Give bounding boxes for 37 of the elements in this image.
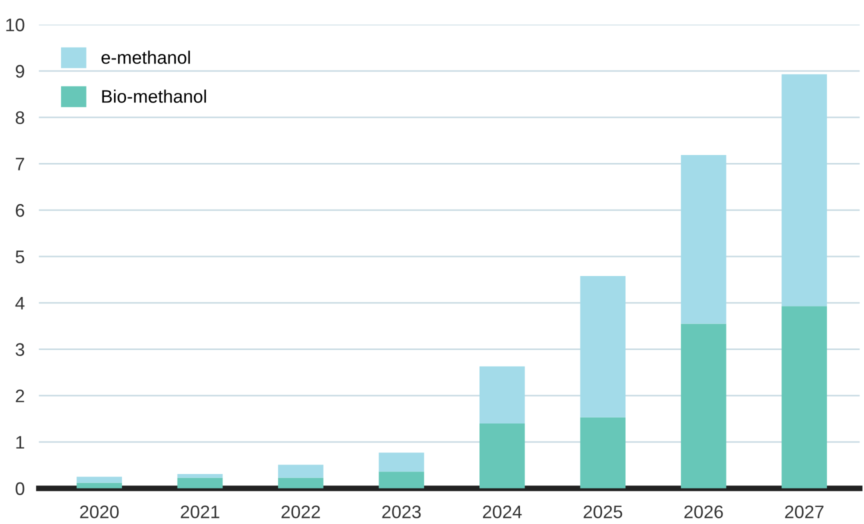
legend-label: e-methanol (102, 50, 190, 64)
bar (378, 472, 424, 488)
x-tick-label: 2020 (80, 506, 119, 518)
x-tick-label: 2027 (785, 506, 824, 518)
bar (76, 482, 122, 488)
bar (479, 366, 525, 424)
y-tick-label: 7 (16, 158, 24, 170)
y-tick-label: 4 (15, 296, 24, 310)
y-tick-label: 2 (16, 390, 24, 402)
bar (580, 417, 626, 488)
bar (278, 478, 324, 488)
y-tick-label: 9 (16, 64, 24, 78)
y-tick-label: 10 (6, 18, 24, 32)
x-tick-label: 2026 (684, 506, 723, 518)
bar (76, 476, 122, 483)
bar (177, 478, 223, 488)
x-tick-label: 2023 (382, 506, 421, 518)
y-tick-label: 5 (16, 250, 24, 264)
legend-label: Bio-methanol (102, 90, 206, 103)
x-tick-label: 2021 (180, 506, 220, 518)
bar (580, 276, 626, 418)
y-tick-label: 8 (16, 111, 24, 124)
bar (680, 324, 726, 488)
bar (177, 474, 223, 478)
x-tick-label: 2024 (482, 506, 522, 518)
bar (782, 306, 827, 488)
bar (479, 423, 525, 488)
y-tick-label: 1 (16, 436, 24, 449)
y-tick-label: 0 (16, 482, 24, 496)
x-tick-label: 2025 (584, 506, 622, 518)
y-tick-label: 6 (16, 204, 24, 217)
bar (782, 74, 827, 306)
bar (278, 464, 324, 478)
y-tick-label: 3 (16, 343, 24, 356)
bar (680, 154, 726, 324)
bar (378, 452, 424, 472)
x-tick-label: 2022 (282, 506, 320, 518)
